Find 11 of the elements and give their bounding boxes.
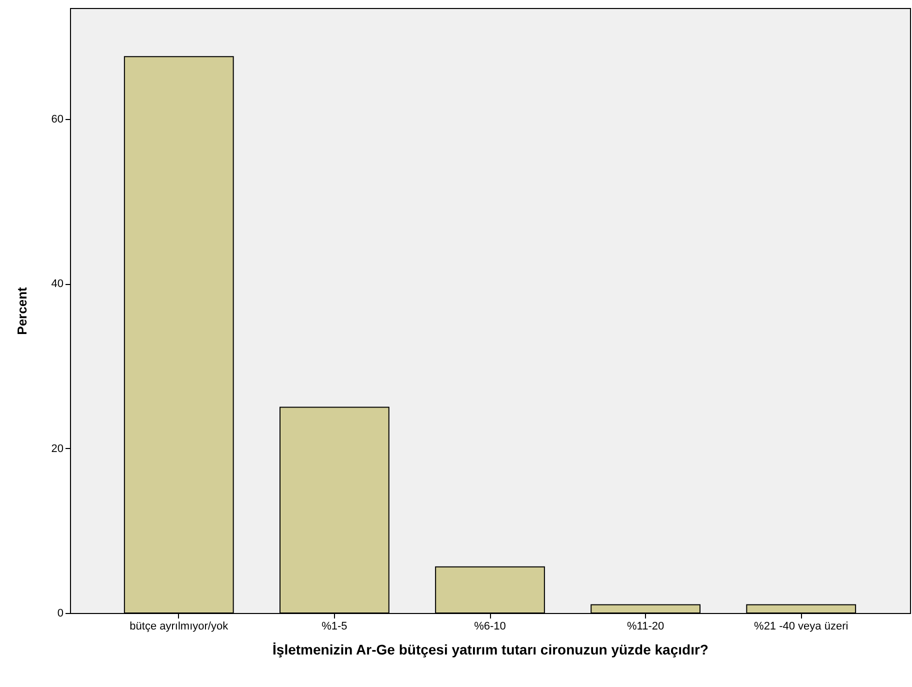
x-tick-label: %1-5 bbox=[322, 620, 348, 632]
x-tick-label: %6-10 bbox=[474, 620, 506, 632]
y-tick-label: 20 bbox=[51, 442, 64, 455]
x-axis-title: İşletmenizin Ar-Ge bütçesi yatırım tutarı cironuzun yüzde kaçıdır? bbox=[272, 642, 708, 658]
x-tick-label: bütçe ayrılmıyor/yok bbox=[130, 620, 229, 632]
y-tick-label: 60 bbox=[51, 114, 64, 126]
y-tick-label: 40 bbox=[51, 278, 64, 290]
x-tick-label: %21 -40 veya üzeri bbox=[754, 620, 848, 632]
y-tick-label: 0 bbox=[57, 608, 64, 620]
x-tick-label: %11-20 bbox=[627, 620, 664, 632]
y-axis-title: Percent bbox=[14, 286, 30, 335]
